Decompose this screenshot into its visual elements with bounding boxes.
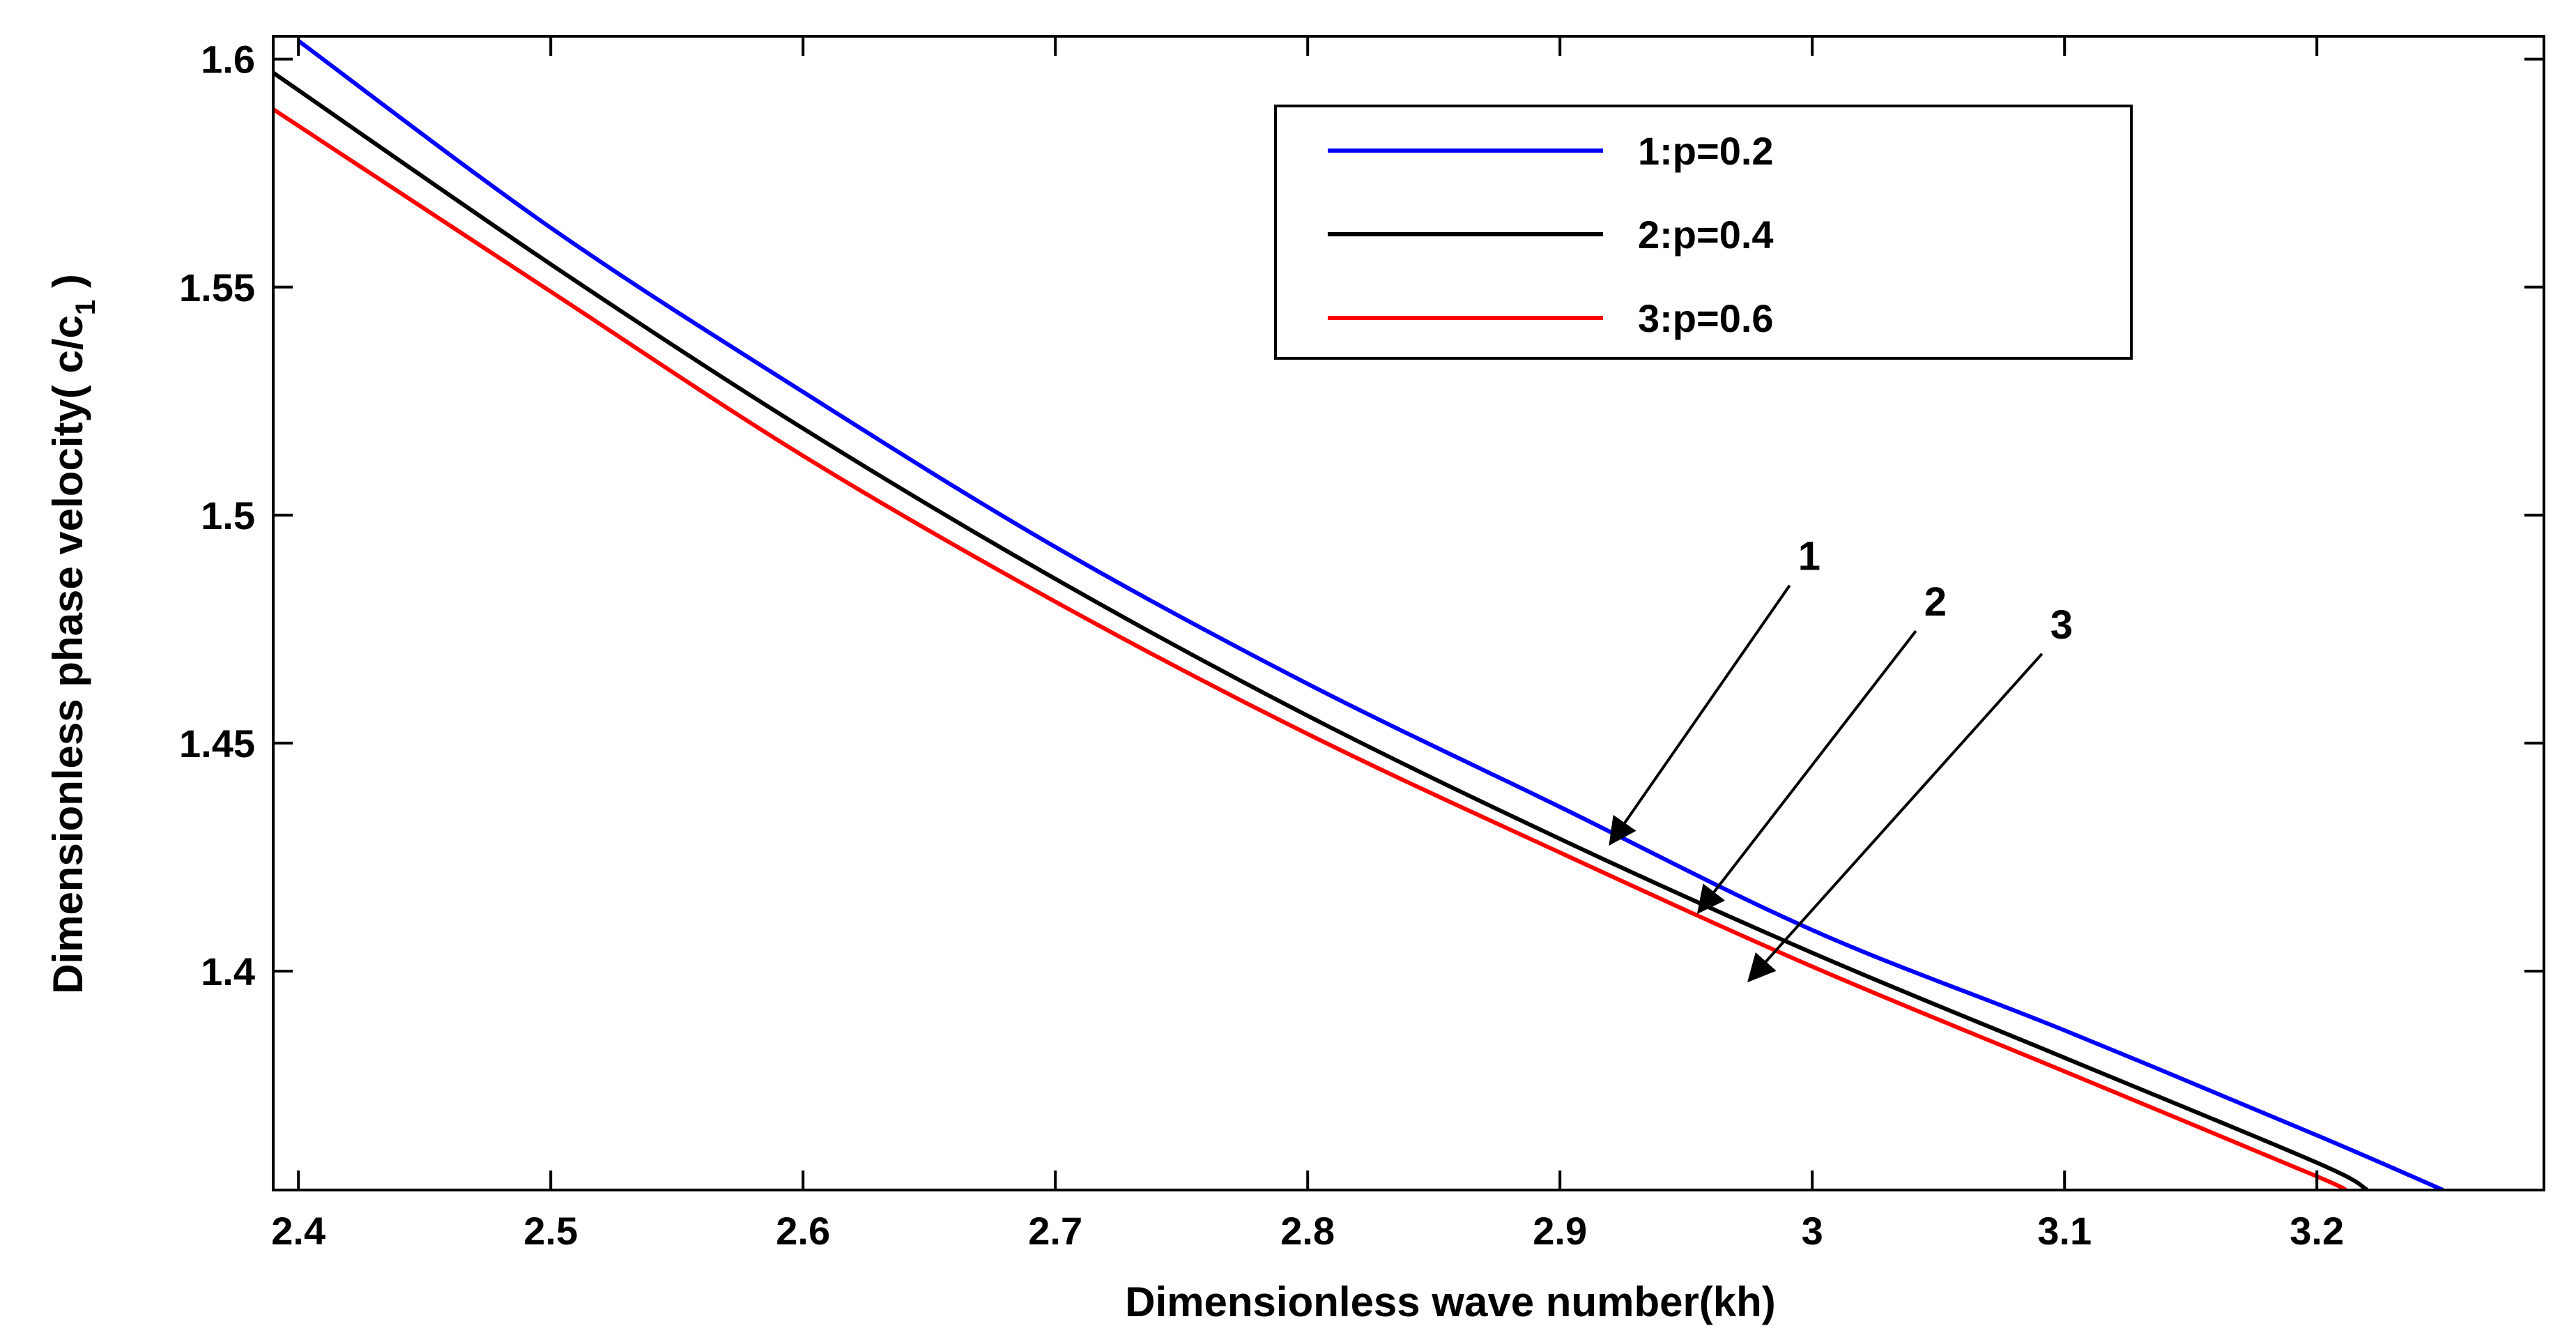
y-tick-label: 1.55 [179,266,255,310]
annotation-label-2: 2 [1924,579,1947,625]
x-tick-label: 2.8 [1280,1209,1335,1253]
legend: 1:p=0.2 2:p=0.4 3:p=0.6 [1274,105,2133,360]
annotation-label-3: 3 [2050,602,2073,648]
y-axis-title: Dimensionless phase velocity( c/c1 ) [45,274,101,994]
annotation-arrow-1 [1609,584,1791,846]
x-tick-label: 2.4 [271,1209,325,1253]
annotation-arrow-2 [1696,630,1917,915]
x-tick-label: 2.6 [776,1209,830,1253]
legend-label-3: 3:p=0.6 [1638,296,1774,340]
legend-label-2: 2:p=0.4 [1638,213,1774,257]
x-tick-label: 3 [1802,1209,1823,1253]
legend-label-1: 1:p=0.2 [1638,129,1774,173]
x-tick-label: 2.9 [1533,1209,1587,1253]
x-axis-title: Dimensionless wave number(kh) [1125,1279,1776,1325]
annotation-label-1: 1 [1798,534,1820,579]
plot-frame [272,35,2545,1191]
y-tick-label: 1.5 [201,494,255,537]
y-tick-label: 1.4 [201,950,255,993]
axes-layer: 2.4 2.5 2.6 2.7 2.8 2.9 3 3.1 3.2 1.4 1.45 1.5 1.55 1… [45,35,2545,1325]
annotation-arrow-3 [1747,653,2044,983]
y-tick-label: 1.45 [179,722,255,765]
x-tick-label: 3.1 [2037,1209,2092,1253]
series-layer [273,39,2444,1190]
series-line-3 [273,107,2347,1190]
x-tick-label: 2.5 [523,1209,578,1253]
annotation-layer: 1 2 3 [1609,534,2073,983]
series-line-2 [273,70,2369,1190]
y-tick-label: 1.6 [201,38,255,82]
x-tick-label: 2.7 [1028,1209,1082,1253]
series-line-1 [297,39,2444,1190]
x-tick-label: 3.2 [2290,1209,2344,1253]
